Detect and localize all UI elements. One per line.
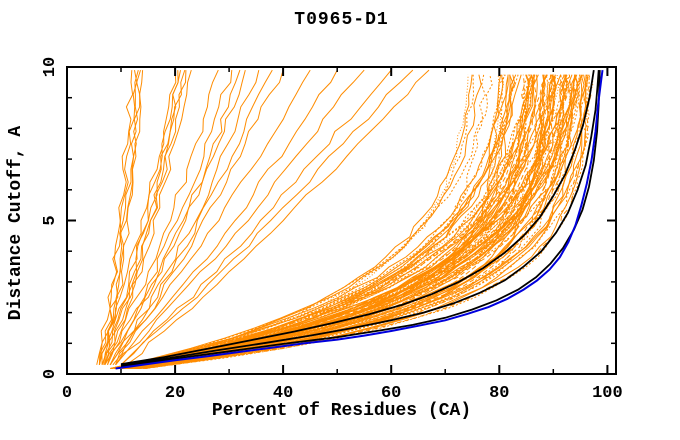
y-tick-label: 5 <box>41 215 60 225</box>
plot-title: T0965-D1 <box>294 10 389 30</box>
y-tick-label: 0 <box>41 369 60 379</box>
x-axis-label: Percent of Residues (CA) <box>211 401 472 421</box>
x-tick-label: 0 <box>62 384 72 403</box>
y-tick-label: 10 <box>41 57 60 77</box>
x-tick-label: 80 <box>489 384 509 403</box>
x-tick-label: 40 <box>273 384 293 403</box>
x-tick-label: 20 <box>165 384 185 403</box>
x-tick-label: 60 <box>381 384 401 403</box>
x-tick-label: 100 <box>592 384 623 403</box>
